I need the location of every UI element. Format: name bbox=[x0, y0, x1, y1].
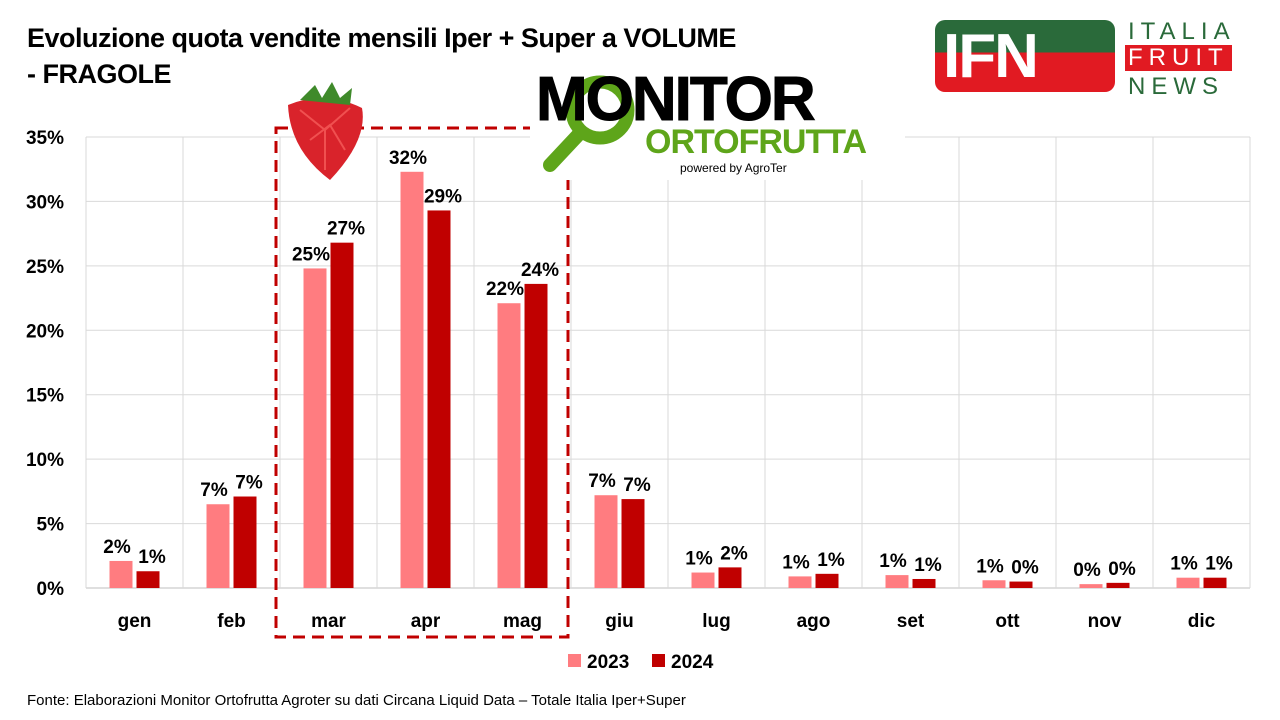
data-label-2023-dic: 1% bbox=[1170, 554, 1198, 575]
data-label-2024-apr: 29% bbox=[424, 186, 462, 207]
bar-2024-feb bbox=[233, 496, 257, 588]
data-label-2023-gen: 2% bbox=[103, 537, 131, 558]
bar-2024-mag bbox=[524, 283, 548, 588]
bar-2023-mag bbox=[497, 303, 521, 588]
data-label-2024-set: 1% bbox=[914, 555, 942, 576]
y-tick-label: 35% bbox=[26, 128, 64, 149]
bar-2023-gen bbox=[109, 560, 133, 588]
legend-label-2024: 2024 bbox=[671, 652, 714, 673]
title-line-2: - FRAGOLE bbox=[27, 59, 172, 89]
x-tick-label: feb bbox=[217, 611, 246, 632]
data-label-2023-ago: 1% bbox=[782, 552, 810, 573]
bar-2023-apr bbox=[400, 171, 424, 588]
x-tick-label: mag bbox=[503, 611, 542, 632]
y-tick-label: 5% bbox=[37, 515, 65, 536]
y-tick-label: 20% bbox=[26, 321, 64, 342]
data-label-2023-lug: 1% bbox=[685, 549, 713, 570]
data-label-2023-ott: 1% bbox=[976, 556, 1004, 577]
data-label-2024-gen: 1% bbox=[138, 547, 166, 568]
data-label-2023-feb: 7% bbox=[200, 480, 228, 501]
x-tick-label: mar bbox=[311, 611, 346, 632]
ifn-word-news: NEWS bbox=[1128, 73, 1224, 100]
data-label-2023-set: 1% bbox=[879, 551, 907, 572]
bar-2024-gen bbox=[136, 571, 160, 588]
ortofrutta-logo-text: ORTOFRUTTA bbox=[645, 123, 867, 161]
bar-2024-giu bbox=[621, 499, 645, 588]
bar-2024-ott bbox=[1009, 581, 1033, 588]
monitor-ortofrutta-logo: MONITOR ORTOFRUTTA powered by AgroTer bbox=[530, 65, 905, 180]
data-label-2024-mag: 24% bbox=[521, 260, 559, 281]
data-label-2024-dic: 1% bbox=[1205, 554, 1233, 575]
bar-2023-ott bbox=[982, 580, 1006, 588]
legend-swatch-2023 bbox=[568, 654, 581, 667]
x-tick-label: nov bbox=[1088, 611, 1122, 632]
data-label-2023-apr: 32% bbox=[389, 148, 427, 169]
bar-2023-feb bbox=[206, 504, 230, 588]
chart-title: Evoluzione quota vendite mensili Iper + … bbox=[27, 20, 887, 92]
data-label-2024-lug: 2% bbox=[720, 543, 748, 564]
bar-2024-set bbox=[912, 578, 936, 588]
x-tick-label: gen bbox=[118, 611, 152, 632]
data-label-2024-giu: 7% bbox=[623, 475, 651, 496]
x-tick-label: set bbox=[897, 611, 925, 632]
bar-2023-set bbox=[885, 575, 909, 588]
x-tick-label: apr bbox=[411, 611, 441, 632]
data-label-2023-mag: 22% bbox=[486, 279, 524, 300]
legend-swatch-2024 bbox=[652, 654, 665, 667]
ifn-word-fruit: FRUIT bbox=[1125, 45, 1232, 71]
bar-2024-nov bbox=[1106, 582, 1130, 588]
bar-2023-mar bbox=[303, 268, 327, 588]
y-tick-label: 25% bbox=[26, 257, 64, 278]
data-label-2023-mar: 25% bbox=[292, 244, 330, 265]
data-label-2023-giu: 7% bbox=[588, 471, 616, 492]
x-tick-label: ago bbox=[797, 611, 831, 632]
bar-2024-mar bbox=[330, 242, 354, 589]
data-label-2024-nov: 0% bbox=[1108, 559, 1136, 580]
data-label-2024-ott: 0% bbox=[1011, 558, 1039, 579]
bar-2024-apr bbox=[427, 210, 451, 588]
bar-2024-lug bbox=[718, 567, 742, 588]
y-tick-label: 15% bbox=[26, 386, 64, 407]
bar-2023-ago bbox=[788, 576, 812, 588]
data-label-2023-nov: 0% bbox=[1073, 560, 1101, 581]
source-note: Fonte: Elaborazioni Monitor Ortofrutta A… bbox=[27, 692, 686, 709]
y-tick-label: 0% bbox=[37, 579, 65, 600]
data-label-2024-feb: 7% bbox=[235, 473, 263, 494]
ifn-word-italia: ITALIA bbox=[1128, 18, 1236, 45]
data-label-2024-ago: 1% bbox=[817, 550, 845, 571]
agroter-logo-text: powered by AgroTer bbox=[680, 161, 787, 175]
x-tick-label: ott bbox=[995, 611, 1020, 632]
bar-2023-nov bbox=[1079, 584, 1103, 588]
y-tick-label: 10% bbox=[26, 450, 64, 471]
x-tick-label: dic bbox=[1188, 611, 1216, 632]
x-tick-label: lug bbox=[702, 611, 731, 632]
monitor-logo-text: MONITOR bbox=[536, 65, 817, 135]
data-label-2024-mar: 27% bbox=[327, 219, 365, 240]
bar-2024-ago bbox=[815, 573, 839, 588]
y-tick-label: 30% bbox=[26, 192, 64, 213]
bar-2023-giu bbox=[594, 495, 618, 588]
ifn-mark: IFN bbox=[943, 22, 1039, 91]
title-line-1: Evoluzione quota vendite mensili Iper + … bbox=[27, 23, 736, 53]
bar-2023-lug bbox=[691, 572, 715, 588]
x-tick-label: giu bbox=[605, 611, 634, 632]
bar-2024-dic bbox=[1203, 577, 1227, 588]
bar-2023-dic bbox=[1176, 577, 1200, 588]
legend-label-2023: 2023 bbox=[587, 652, 629, 673]
ifn-logo: IFN ITALIA FRUIT NEWS bbox=[935, 18, 1245, 100]
